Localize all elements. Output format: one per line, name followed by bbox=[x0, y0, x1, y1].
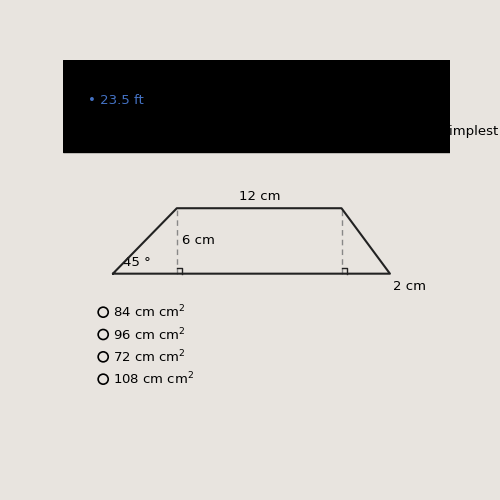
Text: 6 cm: 6 cm bbox=[182, 234, 214, 248]
Text: 12 cm: 12 cm bbox=[238, 190, 280, 203]
Text: 2 cm: 2 cm bbox=[392, 280, 426, 293]
Text: 108 cm cm$^2$: 108 cm cm$^2$ bbox=[113, 371, 194, 388]
Text: • 23.5 ft: • 23.5 ft bbox=[88, 94, 144, 107]
Text: 72 cm cm$^2$: 72 cm cm$^2$ bbox=[113, 348, 186, 365]
Text: 6. Find the area of the trapezoid. Leave your answer in simplest radical form. T: 6. Find the area of the trapezoid. Leave… bbox=[72, 126, 500, 138]
Text: O 21.9 ft: O 21.9 ft bbox=[84, 104, 142, 117]
Text: 45 °: 45 ° bbox=[122, 256, 150, 268]
Text: drawn to scale.: drawn to scale. bbox=[88, 143, 190, 156]
Text: 96 cm cm$^2$: 96 cm cm$^2$ bbox=[113, 326, 186, 343]
Bar bbox=[62, 60, 450, 152]
Text: 84 cm cm$^2$: 84 cm cm$^2$ bbox=[113, 304, 186, 320]
